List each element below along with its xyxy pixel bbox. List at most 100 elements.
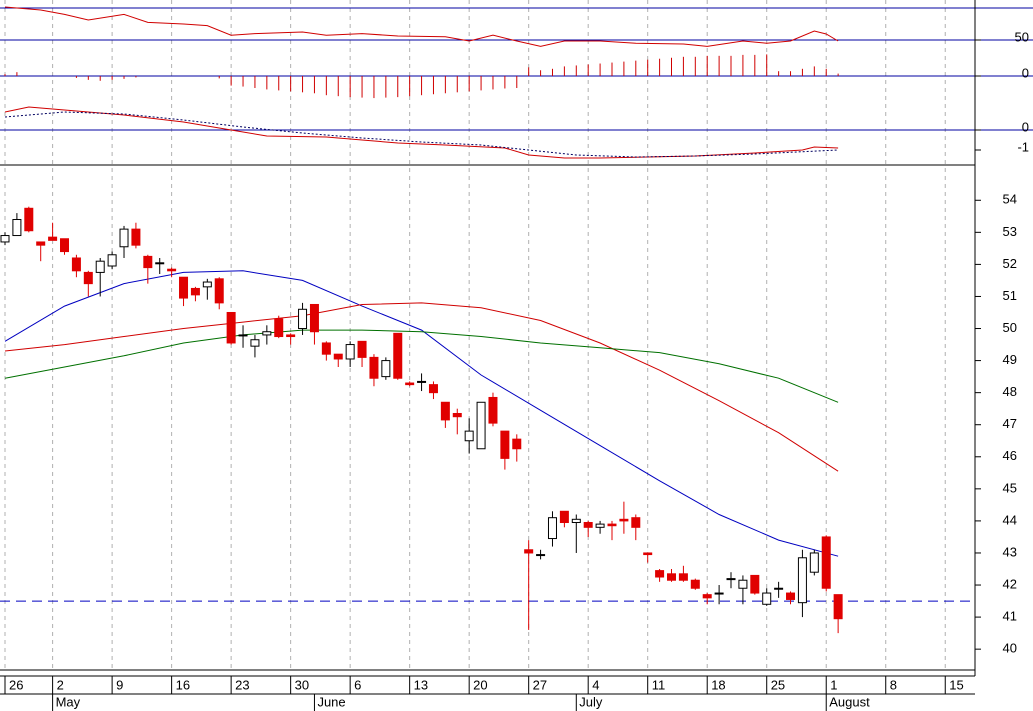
- candle-body: [536, 554, 546, 557]
- candle-body: [547, 517, 557, 540]
- y-tick-label: 53: [1003, 224, 1017, 239]
- candle-body: [107, 254, 117, 267]
- candle-body: [0, 235, 10, 243]
- candle-body: [167, 268, 177, 272]
- candle-body: [821, 536, 831, 589]
- y-tick-label: 0: [1022, 119, 1029, 134]
- candle-body: [357, 340, 367, 358]
- x-tick-label: 16: [176, 677, 190, 692]
- candle-body: [440, 401, 450, 421]
- line: [4, 329, 839, 403]
- x-tick-label: 26: [9, 677, 23, 692]
- candle-body: [250, 339, 260, 347]
- candle-body: [488, 396, 498, 424]
- candle-body: [643, 552, 653, 556]
- x-tick-label: 15: [949, 677, 963, 692]
- candle-body: [512, 438, 522, 450]
- candle-body: [750, 574, 760, 594]
- y-tick-label: 43: [1003, 544, 1017, 559]
- candle-body: [274, 318, 284, 338]
- y-tick-label: 0: [1022, 65, 1029, 80]
- candle-body: [667, 573, 677, 581]
- candle-body: [678, 573, 688, 581]
- y-tick-label: 42: [1003, 576, 1017, 591]
- x-tick-label: 20: [473, 677, 487, 692]
- x-tick-label: 6: [354, 677, 361, 692]
- candle-body: [774, 587, 784, 590]
- candle-body: [714, 592, 724, 595]
- candle-body: [655, 570, 665, 578]
- x-tick-label: 27: [533, 677, 547, 692]
- candle-body: [24, 207, 34, 232]
- candle-body: [452, 412, 462, 418]
- candle-body: [214, 278, 224, 304]
- y-tick-label: 47: [1003, 416, 1017, 431]
- candle-body: [155, 262, 165, 265]
- line: [4, 302, 839, 472]
- y-tick-label: 40: [1003, 641, 1017, 656]
- line: [4, 111, 839, 158]
- y-tick-label: 50: [1015, 29, 1029, 44]
- candle-body: [95, 260, 105, 273]
- y-tick-label: 54: [1003, 192, 1017, 207]
- x-tick-label: 1: [830, 677, 837, 692]
- candle-body: [369, 356, 379, 379]
- candle-body: [298, 308, 308, 330]
- candle-body: [524, 549, 534, 554]
- candle-body: [464, 430, 474, 442]
- candle-body: [607, 523, 617, 527]
- x-tick-label: 25: [771, 677, 785, 692]
- candle-body: [345, 344, 355, 360]
- line: [4, 106, 839, 159]
- x-tick-label: 13: [414, 677, 428, 692]
- candle-body: [36, 241, 46, 246]
- candle-body: [179, 276, 189, 299]
- line: [4, 6, 839, 47]
- month-label: June: [317, 694, 345, 709]
- candle-body: [797, 557, 807, 604]
- candle-body: [238, 334, 248, 337]
- y-tick-label: 48: [1003, 384, 1017, 399]
- candle-body: [309, 303, 319, 333]
- candle-body: [583, 522, 593, 528]
- candle-body: [786, 592, 796, 600]
- x-tick-label: 18: [711, 677, 725, 692]
- candle-body: [619, 518, 629, 522]
- candle-body: [833, 594, 843, 620]
- x-tick-label: 30: [295, 677, 309, 692]
- candle-body: [405, 382, 415, 386]
- month-label: August: [829, 694, 870, 709]
- candle-body: [60, 238, 70, 253]
- candle-body: [333, 353, 343, 360]
- month-label: May: [56, 694, 81, 709]
- y-tick-label: 50: [1003, 320, 1017, 335]
- y-tick-label: 41: [1003, 609, 1017, 624]
- y-tick-label: 51: [1003, 288, 1017, 303]
- y-tick-label: 44: [1003, 512, 1017, 527]
- candle-body: [190, 287, 200, 296]
- candle-body: [381, 360, 391, 378]
- candle-body: [559, 510, 569, 524]
- candle-body: [762, 592, 772, 605]
- candle-body: [726, 578, 736, 581]
- candle-body: [595, 523, 605, 528]
- candle-body: [428, 384, 438, 394]
- candle-body: [738, 579, 748, 589]
- x-tick-label: 2: [57, 677, 64, 692]
- candle-body: [143, 255, 153, 269]
- candle-body: [500, 430, 510, 459]
- candle-body: [226, 311, 236, 344]
- candle-body: [12, 219, 22, 237]
- y-tick-label: 49: [1003, 352, 1017, 367]
- x-tick-label: 11: [652, 677, 666, 692]
- candle-body: [83, 271, 93, 285]
- x-tick-label: 8: [890, 677, 897, 692]
- y-tick-label: 46: [1003, 448, 1017, 463]
- candle-body: [262, 331, 272, 336]
- x-tick-label: 4: [592, 677, 599, 692]
- x-tick-label: 9: [116, 677, 123, 692]
- y-tick-label: -1: [1017, 139, 1029, 154]
- candle-body: [417, 380, 427, 383]
- candle-body: [286, 334, 296, 338]
